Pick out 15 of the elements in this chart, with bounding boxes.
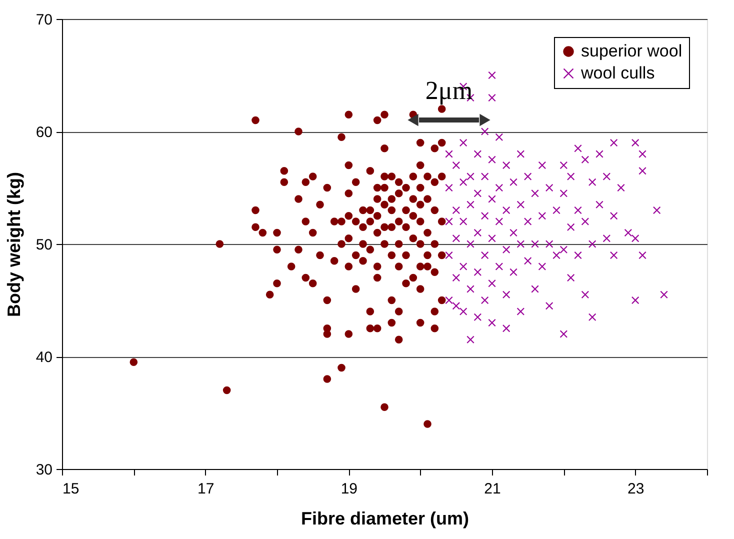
y-tick-label: 40: [36, 349, 52, 366]
x-tick-label: 15: [62, 480, 80, 498]
x-axis-title: Fibre diameter (um): [300, 508, 470, 528]
annotation: 2μm: [425, 76, 473, 105]
y-axis-title: Body weight (kg): [4, 172, 24, 317]
y-tick-label: 50: [36, 236, 52, 254]
x-tick-label: 17: [197, 480, 214, 498]
x-tick-label: 21: [484, 480, 501, 498]
legend-label: superior wool: [581, 42, 682, 60]
legend-label: wool culls: [580, 64, 655, 82]
y-tick-label: 70: [36, 12, 52, 28]
x-tick-label: 23: [627, 480, 644, 498]
y-tick-label: 60: [36, 124, 52, 141]
y-tick-label: 30: [36, 462, 52, 478]
x-tick-label: 19: [340, 480, 358, 498]
